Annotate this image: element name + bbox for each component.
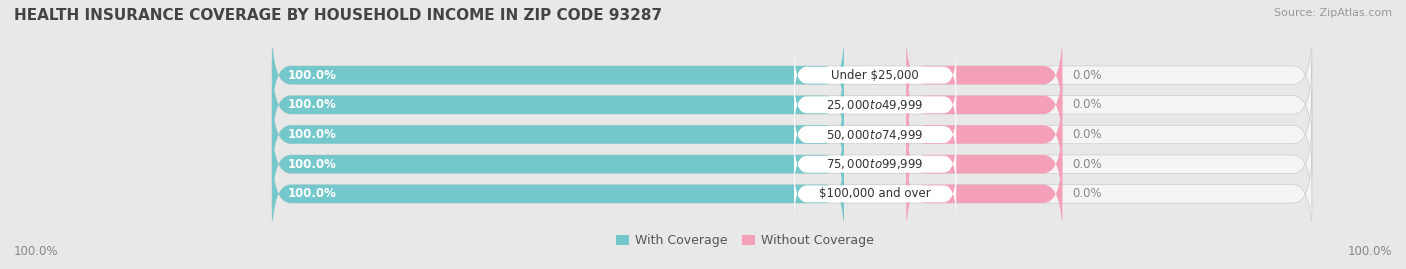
FancyBboxPatch shape [273,61,844,149]
Text: $50,000 to $74,999: $50,000 to $74,999 [827,128,924,141]
Text: 100.0%: 100.0% [288,128,336,141]
Text: 100.0%: 100.0% [288,187,336,200]
FancyBboxPatch shape [907,120,1063,208]
FancyBboxPatch shape [794,78,956,132]
FancyBboxPatch shape [273,31,844,119]
Text: 0.0%: 0.0% [1073,69,1102,82]
FancyBboxPatch shape [907,31,1063,119]
Text: 0.0%: 0.0% [1073,158,1102,171]
FancyBboxPatch shape [794,48,956,102]
FancyBboxPatch shape [273,90,844,179]
Text: HEALTH INSURANCE COVERAGE BY HOUSEHOLD INCOME IN ZIP CODE 93287: HEALTH INSURANCE COVERAGE BY HOUSEHOLD I… [14,8,662,23]
Text: Source: ZipAtlas.com: Source: ZipAtlas.com [1274,8,1392,18]
Text: 100.0%: 100.0% [14,245,59,258]
FancyBboxPatch shape [273,120,1312,208]
Text: 100.0%: 100.0% [288,69,336,82]
FancyBboxPatch shape [907,90,1063,179]
Text: 0.0%: 0.0% [1073,187,1102,200]
Legend: With Coverage, Without Coverage: With Coverage, Without Coverage [612,229,879,252]
FancyBboxPatch shape [273,90,1312,179]
FancyBboxPatch shape [907,61,1063,149]
Text: 0.0%: 0.0% [1073,98,1102,111]
FancyBboxPatch shape [273,120,844,208]
Text: 100.0%: 100.0% [288,158,336,171]
FancyBboxPatch shape [273,150,1312,238]
Text: 0.0%: 0.0% [1073,128,1102,141]
Text: $75,000 to $99,999: $75,000 to $99,999 [827,157,924,171]
FancyBboxPatch shape [794,167,956,221]
FancyBboxPatch shape [794,107,956,162]
Text: Under $25,000: Under $25,000 [831,69,920,82]
FancyBboxPatch shape [907,150,1063,238]
Text: $100,000 and over: $100,000 and over [820,187,931,200]
Text: 100.0%: 100.0% [288,98,336,111]
FancyBboxPatch shape [273,61,1312,149]
FancyBboxPatch shape [273,150,844,238]
Text: 100.0%: 100.0% [1347,245,1392,258]
FancyBboxPatch shape [273,31,1312,119]
Text: $25,000 to $49,999: $25,000 to $49,999 [827,98,924,112]
FancyBboxPatch shape [794,137,956,191]
